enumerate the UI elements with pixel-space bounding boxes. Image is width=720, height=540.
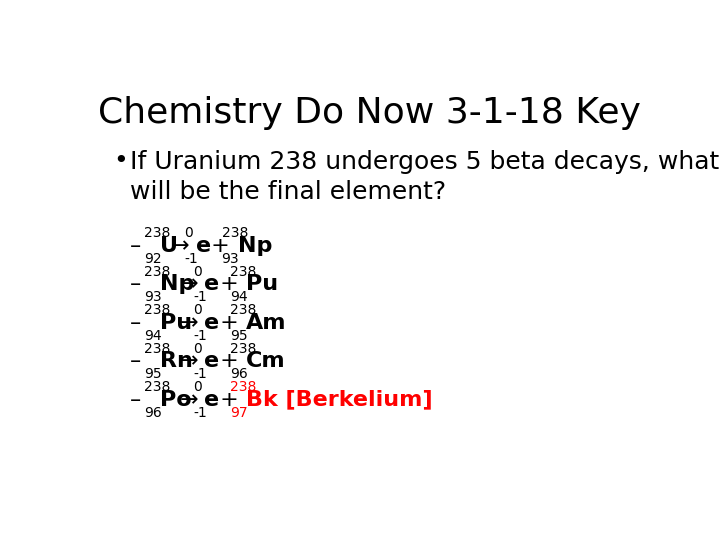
Text: 0: 0 xyxy=(193,303,202,318)
Text: 0: 0 xyxy=(193,342,202,356)
Text: →: → xyxy=(179,313,198,333)
Text: Pu: Pu xyxy=(246,274,278,294)
Text: 93: 93 xyxy=(144,291,162,305)
Text: →: → xyxy=(179,390,198,410)
Text: 238: 238 xyxy=(230,380,256,394)
Text: -1: -1 xyxy=(193,291,207,305)
Text: Po: Po xyxy=(161,390,192,410)
Text: +: + xyxy=(204,236,237,256)
Text: Bk [Berkelium]: Bk [Berkelium] xyxy=(246,390,433,410)
Text: –: – xyxy=(130,390,142,410)
Text: e: e xyxy=(204,313,220,333)
Text: 0: 0 xyxy=(184,226,194,240)
Text: Chemistry Do Now 3-1-18 Key: Chemistry Do Now 3-1-18 Key xyxy=(98,96,640,130)
Text: –: – xyxy=(130,351,142,372)
Text: 95: 95 xyxy=(144,367,162,381)
Text: 238: 238 xyxy=(144,226,171,240)
Text: 238: 238 xyxy=(144,303,171,318)
Text: +: + xyxy=(212,390,246,410)
Text: -1: -1 xyxy=(193,367,207,381)
Text: e: e xyxy=(204,351,220,372)
Text: +: + xyxy=(212,274,246,294)
Text: 0: 0 xyxy=(193,265,202,279)
Text: –: – xyxy=(130,313,142,333)
Text: →: → xyxy=(171,236,189,256)
Text: 96: 96 xyxy=(230,367,248,381)
Text: e: e xyxy=(196,236,211,256)
Text: →: → xyxy=(179,274,198,294)
Text: +: + xyxy=(212,351,246,372)
Text: 238: 238 xyxy=(230,265,256,279)
Text: Am: Am xyxy=(246,313,287,333)
Text: -1: -1 xyxy=(193,329,207,343)
Text: Rn: Rn xyxy=(161,351,193,372)
Text: Np: Np xyxy=(161,274,194,294)
Text: -1: -1 xyxy=(193,406,207,420)
Text: 238: 238 xyxy=(144,380,171,394)
Text: 97: 97 xyxy=(230,406,248,420)
Text: 94: 94 xyxy=(144,329,162,343)
Text: 0: 0 xyxy=(193,380,202,394)
Text: e: e xyxy=(204,274,220,294)
Text: +: + xyxy=(212,313,246,333)
Text: 93: 93 xyxy=(222,252,239,266)
Text: 238: 238 xyxy=(230,303,256,318)
Text: –: – xyxy=(130,236,142,256)
Text: -1: -1 xyxy=(184,252,199,266)
Text: 238: 238 xyxy=(222,226,248,240)
Text: 238: 238 xyxy=(230,342,256,356)
Text: 94: 94 xyxy=(230,291,248,305)
Text: If Uranium 238 undergoes 5 beta decays, what
will be the final element?: If Uranium 238 undergoes 5 beta decays, … xyxy=(130,150,719,204)
Text: 95: 95 xyxy=(230,329,248,343)
Text: →: → xyxy=(179,351,198,372)
Text: 96: 96 xyxy=(144,406,162,420)
Text: Cm: Cm xyxy=(246,351,286,372)
Text: U: U xyxy=(161,236,179,256)
Text: e: e xyxy=(204,390,220,410)
Text: 92: 92 xyxy=(144,252,162,266)
Text: •: • xyxy=(113,150,128,173)
Text: Np: Np xyxy=(238,236,272,256)
Text: Pu: Pu xyxy=(161,313,192,333)
Text: –: – xyxy=(130,274,142,294)
Text: 238: 238 xyxy=(144,265,171,279)
Text: 238: 238 xyxy=(144,342,171,356)
